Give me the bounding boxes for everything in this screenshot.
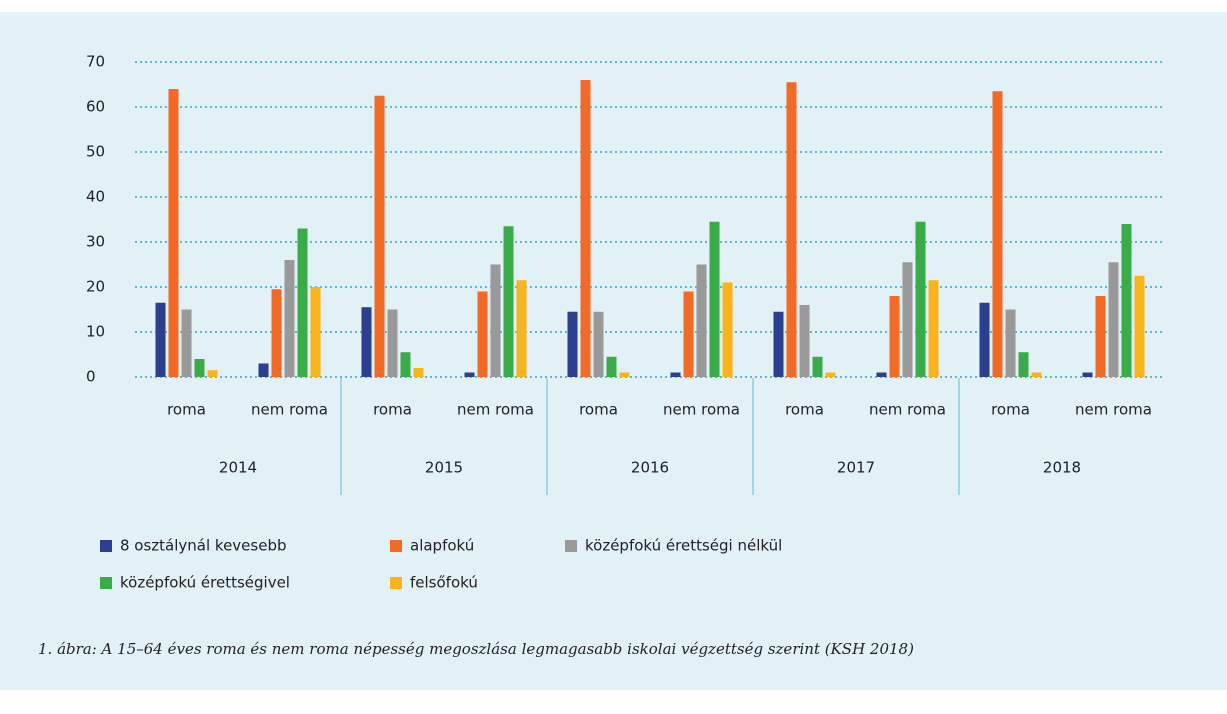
bar xyxy=(580,80,591,377)
bar xyxy=(464,372,475,377)
bar xyxy=(992,91,1003,377)
legend-label: alapfokú xyxy=(410,537,474,555)
bar xyxy=(567,311,578,377)
bar xyxy=(258,363,269,377)
legend-swatch xyxy=(390,540,402,552)
group-label: 2015 xyxy=(425,459,463,477)
x-tick-label: nem roma xyxy=(1075,401,1152,419)
bar xyxy=(1031,372,1042,377)
bar xyxy=(516,280,527,377)
bar xyxy=(503,226,514,377)
legend-label: 8 osztálynál kevesebb xyxy=(120,537,287,555)
bar xyxy=(709,221,720,377)
bar xyxy=(400,352,411,377)
x-tick-label: roma xyxy=(579,401,618,419)
bar xyxy=(413,368,424,377)
bar xyxy=(696,264,707,377)
bar xyxy=(207,370,218,377)
bar xyxy=(387,309,398,377)
bar xyxy=(361,307,372,377)
y-tick-label: 30 xyxy=(86,233,105,251)
legend-swatch xyxy=(565,540,577,552)
x-tick-label: nem roma xyxy=(869,401,946,419)
bar xyxy=(297,228,308,377)
bar xyxy=(812,356,823,377)
legend-label: felsőfokú xyxy=(410,574,478,592)
x-tick-label: roma xyxy=(373,401,412,419)
x-tick-label: roma xyxy=(991,401,1030,419)
y-tick-label: 20 xyxy=(86,278,105,296)
bar xyxy=(1082,372,1093,377)
bar xyxy=(619,372,630,377)
bar xyxy=(722,282,733,377)
bar xyxy=(1095,296,1106,377)
legend-swatch xyxy=(100,540,112,552)
bar xyxy=(786,82,797,377)
y-tick-label: 60 xyxy=(86,98,105,116)
legend-swatch xyxy=(100,577,112,589)
x-tick-label: roma xyxy=(785,401,824,419)
bar xyxy=(799,305,810,377)
group-label: 2016 xyxy=(631,459,669,477)
bar xyxy=(915,221,926,377)
bar xyxy=(1134,275,1145,377)
y-tick-label: 0 xyxy=(86,368,96,386)
bar xyxy=(606,356,617,377)
bar xyxy=(876,372,887,377)
panel xyxy=(0,12,1227,690)
bar xyxy=(773,311,784,377)
group-label: 2014 xyxy=(219,459,257,477)
bar xyxy=(928,280,939,377)
bar xyxy=(825,372,836,377)
legend-swatch xyxy=(390,577,402,589)
y-tick-label: 10 xyxy=(86,323,105,341)
bar xyxy=(889,296,900,377)
group-label: 2018 xyxy=(1043,459,1081,477)
bar xyxy=(477,291,488,377)
bar xyxy=(271,289,282,377)
y-tick-label: 70 xyxy=(86,53,105,71)
legend-label: középfokú érettségi nélkül xyxy=(585,537,782,555)
bar xyxy=(490,264,501,377)
bar xyxy=(155,302,166,377)
bar xyxy=(683,291,694,377)
bar xyxy=(284,260,295,377)
bar xyxy=(194,359,205,377)
caption: 1. ábra: A 15–64 éves roma és nem roma n… xyxy=(38,640,914,658)
bar xyxy=(374,95,385,377)
bar xyxy=(1005,309,1016,377)
legend-label: középfokú érettségivel xyxy=(120,574,290,592)
bar xyxy=(1121,224,1132,377)
bar xyxy=(670,372,681,377)
group-label: 2017 xyxy=(837,459,875,477)
y-tick-label: 40 xyxy=(86,188,105,206)
x-tick-label: nem roma xyxy=(663,401,740,419)
bar xyxy=(181,309,192,377)
x-tick-label: nem roma xyxy=(457,401,534,419)
bar xyxy=(902,262,913,377)
bar xyxy=(593,311,604,377)
bar xyxy=(1018,352,1029,377)
y-tick-label: 50 xyxy=(86,143,105,161)
x-tick-label: nem roma xyxy=(251,401,328,419)
bar xyxy=(168,89,179,377)
bar xyxy=(979,302,990,377)
bar xyxy=(1108,262,1119,377)
x-tick-label: roma xyxy=(167,401,206,419)
bar xyxy=(310,287,321,377)
